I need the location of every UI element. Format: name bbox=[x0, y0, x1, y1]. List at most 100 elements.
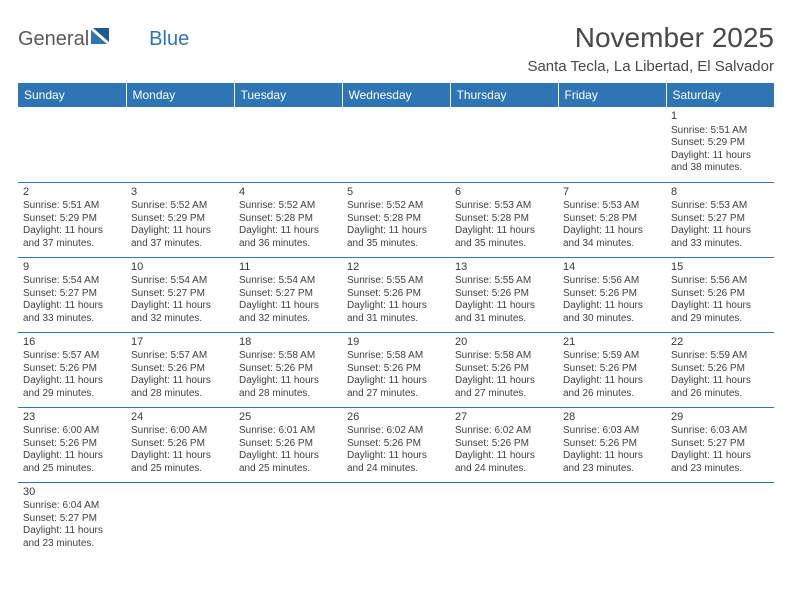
daylight-text: Daylight: 11 hours and 25 minutes. bbox=[23, 450, 121, 475]
sunset-text: Sunset: 5:26 PM bbox=[23, 438, 121, 451]
weekday-header-row: Sunday Monday Tuesday Wednesday Thursday… bbox=[18, 83, 774, 107]
weekday-header: Monday bbox=[126, 83, 234, 107]
page-subtitle: Santa Tecla, La Libertad, El Salvador bbox=[527, 58, 774, 75]
calendar-body: 1Sunrise: 5:51 AMSunset: 5:29 PMDaylight… bbox=[18, 107, 774, 557]
calendar-row: 30Sunrise: 6:04 AMSunset: 5:27 PMDayligh… bbox=[18, 482, 774, 557]
weekday-header: Sunday bbox=[18, 83, 126, 107]
sunrise-text: Sunrise: 5:59 AM bbox=[671, 350, 769, 363]
calendar-row: 16Sunrise: 5:57 AMSunset: 5:26 PMDayligh… bbox=[18, 332, 774, 407]
sunset-text: Sunset: 5:26 PM bbox=[671, 288, 769, 301]
sunrise-text: Sunrise: 5:58 AM bbox=[239, 350, 337, 363]
calendar-cell: 23Sunrise: 6:00 AMSunset: 5:26 PMDayligh… bbox=[18, 407, 126, 482]
sunset-text: Sunset: 5:26 PM bbox=[563, 363, 661, 376]
calendar-cell: 22Sunrise: 5:59 AMSunset: 5:26 PMDayligh… bbox=[666, 332, 774, 407]
daylight-text: Daylight: 11 hours and 29 minutes. bbox=[671, 300, 769, 325]
day-number: 25 bbox=[239, 411, 337, 425]
daylight-text: Daylight: 11 hours and 24 minutes. bbox=[455, 450, 553, 475]
daylight-text: Daylight: 11 hours and 33 minutes. bbox=[23, 300, 121, 325]
daylight-text: Daylight: 11 hours and 37 minutes. bbox=[23, 225, 121, 250]
day-number: 10 bbox=[131, 261, 229, 275]
calendar-cell-empty bbox=[558, 482, 666, 557]
sunset-text: Sunset: 5:27 PM bbox=[671, 438, 769, 451]
calendar-cell: 11Sunrise: 5:54 AMSunset: 5:27 PMDayligh… bbox=[234, 257, 342, 332]
sunrise-text: Sunrise: 6:00 AM bbox=[23, 425, 121, 438]
calendar-cell-empty bbox=[666, 482, 774, 557]
sunset-text: Sunset: 5:26 PM bbox=[563, 288, 661, 301]
logo-text-1: General bbox=[18, 29, 89, 49]
sunrise-text: Sunrise: 5:55 AM bbox=[347, 275, 445, 288]
sunset-text: Sunset: 5:26 PM bbox=[131, 363, 229, 376]
calendar-cell: 20Sunrise: 5:58 AMSunset: 5:26 PMDayligh… bbox=[450, 332, 558, 407]
calendar-cell-empty bbox=[342, 482, 450, 557]
sunset-text: Sunset: 5:26 PM bbox=[23, 363, 121, 376]
sunrise-text: Sunrise: 5:56 AM bbox=[563, 275, 661, 288]
weekday-header: Saturday bbox=[666, 83, 774, 107]
day-number: 9 bbox=[23, 261, 121, 275]
sunset-text: Sunset: 5:28 PM bbox=[563, 213, 661, 226]
day-number: 4 bbox=[239, 186, 337, 200]
daylight-text: Daylight: 11 hours and 31 minutes. bbox=[455, 300, 553, 325]
sunrise-text: Sunrise: 5:51 AM bbox=[23, 200, 121, 213]
day-number: 18 bbox=[239, 336, 337, 350]
calendar-cell: 6Sunrise: 5:53 AMSunset: 5:28 PMDaylight… bbox=[450, 182, 558, 257]
daylight-text: Daylight: 11 hours and 30 minutes. bbox=[563, 300, 661, 325]
sunset-text: Sunset: 5:26 PM bbox=[347, 363, 445, 376]
calendar-cell: 21Sunrise: 5:59 AMSunset: 5:26 PMDayligh… bbox=[558, 332, 666, 407]
weekday-header: Friday bbox=[558, 83, 666, 107]
daylight-text: Daylight: 11 hours and 23 minutes. bbox=[671, 450, 769, 475]
day-number: 21 bbox=[563, 336, 661, 350]
day-number: 24 bbox=[131, 411, 229, 425]
sunrise-text: Sunrise: 6:03 AM bbox=[671, 425, 769, 438]
day-number: 11 bbox=[239, 261, 337, 275]
calendar-cell: 9Sunrise: 5:54 AMSunset: 5:27 PMDaylight… bbox=[18, 257, 126, 332]
daylight-text: Daylight: 11 hours and 25 minutes. bbox=[131, 450, 229, 475]
daylight-text: Daylight: 11 hours and 36 minutes. bbox=[239, 225, 337, 250]
sunrise-text: Sunrise: 5:52 AM bbox=[239, 200, 337, 213]
daylight-text: Daylight: 11 hours and 26 minutes. bbox=[563, 375, 661, 400]
calendar-cell: 8Sunrise: 5:53 AMSunset: 5:27 PMDaylight… bbox=[666, 182, 774, 257]
daylight-text: Daylight: 11 hours and 31 minutes. bbox=[347, 300, 445, 325]
daylight-text: Daylight: 11 hours and 38 minutes. bbox=[671, 150, 769, 175]
sunset-text: Sunset: 5:26 PM bbox=[671, 363, 769, 376]
daylight-text: Daylight: 11 hours and 32 minutes. bbox=[131, 300, 229, 325]
daylight-text: Daylight: 11 hours and 34 minutes. bbox=[563, 225, 661, 250]
day-number: 20 bbox=[455, 336, 553, 350]
calendar-cell: 28Sunrise: 6:03 AMSunset: 5:26 PMDayligh… bbox=[558, 407, 666, 482]
calendar-cell-empty bbox=[126, 482, 234, 557]
daylight-text: Daylight: 11 hours and 24 minutes. bbox=[347, 450, 445, 475]
daylight-text: Daylight: 11 hours and 33 minutes. bbox=[671, 225, 769, 250]
calendar-cell: 17Sunrise: 5:57 AMSunset: 5:26 PMDayligh… bbox=[126, 332, 234, 407]
daylight-text: Daylight: 11 hours and 28 minutes. bbox=[239, 375, 337, 400]
sunset-text: Sunset: 5:27 PM bbox=[23, 288, 121, 301]
day-number: 7 bbox=[563, 186, 661, 200]
sunrise-text: Sunrise: 6:00 AM bbox=[131, 425, 229, 438]
sunrise-text: Sunrise: 6:02 AM bbox=[455, 425, 553, 438]
day-number: 22 bbox=[671, 336, 769, 350]
day-number: 23 bbox=[23, 411, 121, 425]
calendar-cell-empty bbox=[558, 107, 666, 182]
calendar-cell-empty bbox=[450, 482, 558, 557]
calendar-cell: 18Sunrise: 5:58 AMSunset: 5:26 PMDayligh… bbox=[234, 332, 342, 407]
day-number: 29 bbox=[671, 411, 769, 425]
daylight-text: Daylight: 11 hours and 27 minutes. bbox=[455, 375, 553, 400]
weekday-header: Thursday bbox=[450, 83, 558, 107]
day-number: 5 bbox=[347, 186, 445, 200]
calendar-cell: 24Sunrise: 6:00 AMSunset: 5:26 PMDayligh… bbox=[126, 407, 234, 482]
daylight-text: Daylight: 11 hours and 28 minutes. bbox=[131, 375, 229, 400]
calendar-cell-empty bbox=[234, 107, 342, 182]
sunrise-text: Sunrise: 6:01 AM bbox=[239, 425, 337, 438]
sunrise-text: Sunrise: 5:53 AM bbox=[671, 200, 769, 213]
calendar-table: Sunday Monday Tuesday Wednesday Thursday… bbox=[18, 83, 774, 557]
sunset-text: Sunset: 5:28 PM bbox=[347, 213, 445, 226]
sunset-text: Sunset: 5:26 PM bbox=[563, 438, 661, 451]
daylight-text: Daylight: 11 hours and 29 minutes. bbox=[23, 375, 121, 400]
sunrise-text: Sunrise: 5:54 AM bbox=[239, 275, 337, 288]
daylight-text: Daylight: 11 hours and 35 minutes. bbox=[455, 225, 553, 250]
sunset-text: Sunset: 5:26 PM bbox=[239, 438, 337, 451]
day-number: 28 bbox=[563, 411, 661, 425]
sunset-text: Sunset: 5:28 PM bbox=[455, 213, 553, 226]
sunrise-text: Sunrise: 6:03 AM bbox=[563, 425, 661, 438]
calendar-row: 1Sunrise: 5:51 AMSunset: 5:29 PMDaylight… bbox=[18, 107, 774, 182]
day-number: 12 bbox=[347, 261, 445, 275]
calendar-cell-empty bbox=[450, 107, 558, 182]
